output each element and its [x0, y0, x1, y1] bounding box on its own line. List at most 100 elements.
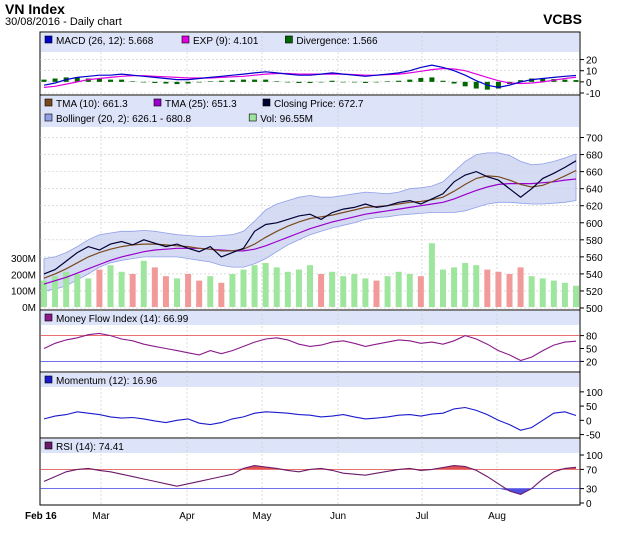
divergence-bar [285, 81, 291, 83]
volume-bar [129, 274, 136, 307]
volume-bar [428, 243, 435, 307]
volume-tick-label: 100M [11, 287, 36, 298]
volume-bar [307, 265, 313, 307]
brand-label: VCBS [543, 11, 582, 27]
volume-bar [207, 276, 214, 307]
divergence-bar [141, 81, 147, 83]
x-tick-label: May [253, 511, 272, 522]
volume-bar [351, 274, 358, 307]
volume-bar [573, 285, 579, 307]
volume-bar [41, 280, 47, 307]
volume-bar [528, 276, 535, 307]
divergence-bar [196, 81, 202, 83]
volume-bar [539, 278, 546, 307]
volume-bar [107, 265, 114, 307]
panel-header-rsi [41, 439, 579, 453]
y-tick-label: 580 [586, 236, 603, 247]
legend-label: TMA (10): 661.3 [56, 99, 128, 110]
volume-bar [340, 276, 347, 307]
divergence-bar [307, 81, 313, 83]
y-tick-label: -50 [586, 431, 601, 442]
legend-swatch [44, 441, 53, 450]
legend-swatch [248, 113, 257, 122]
panel-header-price [41, 96, 579, 127]
divergence-bar [518, 80, 524, 82]
volume-bar [362, 278, 369, 307]
y-tick-label: 520 [586, 287, 603, 298]
chart-subtitle: 30/08/2016 - Daily chart [5, 16, 122, 28]
divergence-bar [119, 79, 125, 82]
y-tick-label: 0 [586, 416, 592, 427]
volume-bar [229, 274, 236, 307]
panel-header-mfi [41, 311, 579, 325]
legend-swatch [44, 313, 53, 322]
volume-bar [506, 274, 513, 307]
divergence-bar [451, 81, 457, 84]
y-tick-label: 660 [586, 168, 603, 179]
volume-bar [284, 271, 291, 307]
y-tick-label: 100 [586, 451, 603, 462]
y-tick-label: 600 [586, 219, 603, 230]
y-tick-label: 540 [586, 270, 603, 281]
tma25-line [43, 178, 577, 285]
divergence-bar [174, 81, 180, 85]
legend-label: Momentum (12): 16.96 [56, 376, 158, 387]
y-tick-label: 680 [586, 151, 603, 162]
volume-bar [240, 269, 247, 307]
bollinger-band [43, 152, 577, 292]
divergence-bar [418, 77, 424, 82]
y-tick-label: 0 [586, 78, 592, 89]
legend-label: Vol: 96.55M [260, 114, 313, 125]
volume-bar [384, 276, 391, 307]
y-tick-label: 80 [586, 332, 598, 343]
volume-bar [373, 280, 380, 307]
divergence-bar [108, 79, 113, 82]
volume-bar [406, 274, 413, 307]
legend-swatch [262, 98, 271, 107]
x-tick-label: Jul [416, 511, 429, 522]
legend-label: Money Flow Index (14): 66.99 [56, 314, 189, 325]
divergence-bar [374, 81, 379, 83]
volume-bar [451, 267, 458, 307]
divergence-bar [207, 81, 213, 82]
divergence-bar [241, 79, 246, 82]
divergence-bar [296, 81, 302, 83]
rsi-overbought-area [44, 465, 576, 470]
x-tick-label: Apr [179, 511, 195, 522]
volume-bar [329, 271, 336, 307]
closing-price-line [43, 160, 577, 275]
macd-line [43, 64, 577, 89]
volume-bar [417, 276, 424, 307]
y-tick-label: 620 [586, 202, 603, 213]
chart-title: VN Index [5, 1, 65, 17]
legend-label: MACD (26, 12): 5.668 [56, 36, 154, 47]
divergence-bar [340, 81, 346, 83]
volume-bar [251, 265, 258, 307]
rsi-line [43, 465, 577, 495]
divergence-bar [573, 80, 579, 82]
volume-bar [52, 276, 59, 307]
divergence-bar [152, 81, 158, 83]
x-tick-label: Aug [488, 511, 506, 522]
legend-swatch [44, 375, 53, 384]
legend-label: EXP (9): 4.101 [193, 36, 259, 47]
volume-bar [440, 269, 446, 307]
x-tick-label: Feb 16 [25, 511, 57, 522]
y-tick-label: 50 [586, 402, 598, 413]
y-tick-label: 30 [586, 485, 598, 496]
divergence-bar [185, 81, 191, 84]
legend-swatch [181, 35, 190, 44]
divergence-bar [274, 81, 280, 82]
legend-label: TMA (25): 651.3 [165, 99, 237, 110]
volume-bar [462, 263, 469, 307]
panel-header-macd [41, 33, 579, 52]
divergence-bar [473, 81, 479, 89]
divergence-bar [540, 78, 546, 82]
volume-bar [185, 274, 192, 307]
legend-swatch [44, 113, 53, 122]
legend-label: Divergence: 1.566 [296, 36, 378, 47]
divergence-bar [362, 81, 368, 83]
legend-label: Closing Price: 672.7 [274, 99, 364, 110]
y-tick-label: 640 [586, 185, 603, 196]
